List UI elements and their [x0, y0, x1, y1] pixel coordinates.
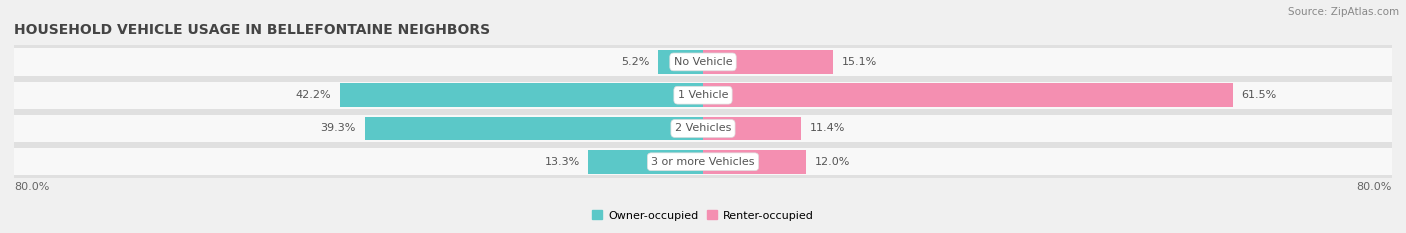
Text: 2 Vehicles: 2 Vehicles — [675, 123, 731, 134]
Bar — [703, 83, 1233, 107]
Bar — [703, 150, 807, 174]
Legend: Owner-occupied, Renter-occupied: Owner-occupied, Renter-occupied — [588, 206, 818, 225]
Bar — [14, 115, 1392, 142]
Bar — [14, 79, 1392, 112]
Text: HOUSEHOLD VEHICLE USAGE IN BELLEFONTAINE NEIGHBORS: HOUSEHOLD VEHICLE USAGE IN BELLEFONTAINE… — [14, 23, 491, 37]
Text: Source: ZipAtlas.com: Source: ZipAtlas.com — [1288, 7, 1399, 17]
Text: 12.0%: 12.0% — [815, 157, 851, 167]
Bar — [14, 48, 1392, 75]
Text: 42.2%: 42.2% — [295, 90, 330, 100]
Bar — [14, 112, 1392, 145]
Text: 11.4%: 11.4% — [810, 123, 845, 134]
Text: No Vehicle: No Vehicle — [673, 57, 733, 67]
Bar — [340, 83, 703, 107]
Bar — [658, 50, 703, 74]
Bar — [703, 116, 801, 140]
Text: 39.3%: 39.3% — [321, 123, 356, 134]
Bar — [703, 50, 832, 74]
Text: 3 or more Vehicles: 3 or more Vehicles — [651, 157, 755, 167]
Bar — [364, 116, 703, 140]
Bar — [14, 145, 1392, 178]
Text: 15.1%: 15.1% — [842, 57, 877, 67]
Bar — [589, 150, 703, 174]
Bar — [14, 45, 1392, 79]
Text: 1 Vehicle: 1 Vehicle — [678, 90, 728, 100]
Bar — [14, 148, 1392, 175]
Text: 13.3%: 13.3% — [544, 157, 579, 167]
Text: 80.0%: 80.0% — [14, 182, 49, 192]
Bar — [14, 82, 1392, 109]
Text: 61.5%: 61.5% — [1241, 90, 1277, 100]
Text: 80.0%: 80.0% — [1357, 182, 1392, 192]
Text: 5.2%: 5.2% — [621, 57, 650, 67]
